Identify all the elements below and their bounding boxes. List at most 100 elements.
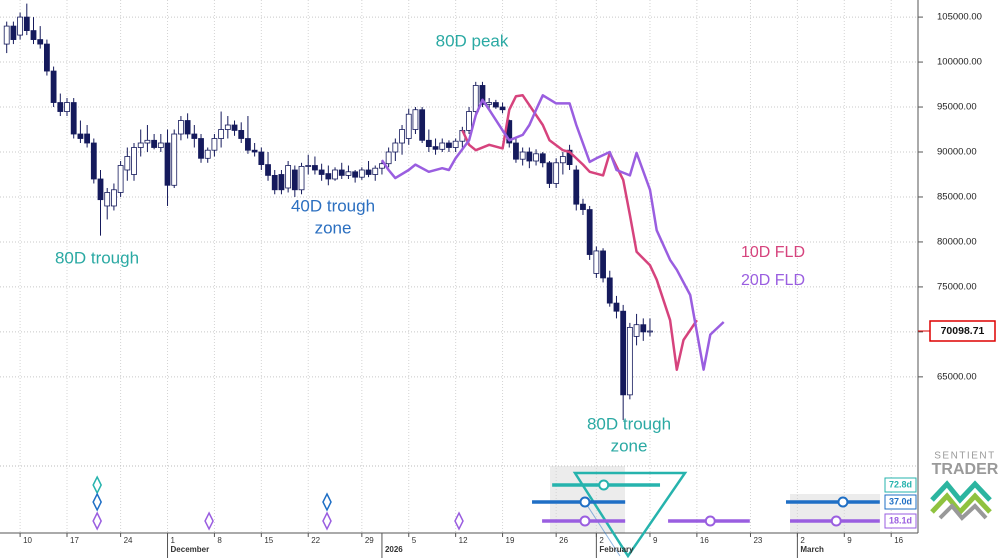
series-label: 10D FLD <box>741 244 805 261</box>
candle-body <box>131 147 137 175</box>
candle-body <box>640 324 647 333</box>
candle-body <box>633 324 640 337</box>
candle-body <box>553 162 560 184</box>
annotation: 80D trough <box>587 414 671 433</box>
candle-body <box>97 178 104 201</box>
period-label: March <box>800 545 824 554</box>
y-tick-label: 65000.00 <box>937 371 977 382</box>
candle-body <box>231 124 238 131</box>
candle-body <box>265 164 271 176</box>
candle-body <box>365 169 372 175</box>
annotation: 80D peak <box>436 31 509 50</box>
candle-body <box>425 139 432 148</box>
candle-body <box>77 133 84 139</box>
candle-body <box>218 129 225 139</box>
logo-zigzag <box>930 492 992 516</box>
projection-center <box>579 515 591 527</box>
candle-body <box>251 149 258 153</box>
candle-body <box>506 120 513 144</box>
candle-body <box>446 142 452 148</box>
candle-body <box>539 153 546 164</box>
candle-body <box>137 142 144 148</box>
x-tick-label: 17 <box>70 536 79 545</box>
candle-body <box>606 277 613 304</box>
x-tick-label: 1 <box>171 536 176 545</box>
candle-body <box>17 16 24 36</box>
candle-body <box>70 102 77 135</box>
logo-zigzag <box>930 480 992 504</box>
y-tick-label: 95000.00 <box>937 102 977 113</box>
x-tick-label: 16 <box>894 536 903 545</box>
candle-body <box>104 192 111 207</box>
x-tick-label: 2 <box>599 536 604 545</box>
brand-logo: SENTIENT TRADER <box>930 451 999 521</box>
candle-body <box>23 16 30 31</box>
candle-body <box>318 169 325 175</box>
x-tick-label: 8 <box>217 536 222 545</box>
x-tick-label: 5 <box>412 536 417 545</box>
candle-body <box>312 165 318 171</box>
candle-body <box>519 151 526 160</box>
candle-body <box>412 109 419 130</box>
candle-body <box>10 25 17 40</box>
x-tick-label: 12 <box>459 536 468 545</box>
x-tick-label: 2 <box>800 536 805 545</box>
brand-text: SENTIENT <box>934 451 995 462</box>
candle-body <box>291 169 298 191</box>
y-tick-label: 80000.00 <box>937 236 977 247</box>
candle-body <box>593 250 600 274</box>
annotation: 80D trough <box>55 248 139 267</box>
candle-body <box>298 165 305 191</box>
cycle-label: 72.8d <box>889 479 912 489</box>
candle-body <box>452 140 459 148</box>
y-tick-label: 75000.00 <box>937 281 977 292</box>
candle-body <box>439 142 446 150</box>
candle-body <box>44 43 50 72</box>
x-tick-label: 15 <box>264 536 273 545</box>
candle-body <box>332 169 338 180</box>
projection-center <box>704 515 716 527</box>
trough-triangle <box>584 501 621 557</box>
candle-body <box>432 146 439 150</box>
candle-body <box>647 330 653 333</box>
series-label: 20D FLD <box>741 272 805 289</box>
projection-center <box>579 496 591 508</box>
candle-body <box>278 174 285 191</box>
x-tick-label: 24 <box>124 536 133 545</box>
candle-body <box>573 169 580 205</box>
candle-body <box>526 151 533 162</box>
cycle-label-box <box>884 513 917 529</box>
grid <box>0 0 918 533</box>
candle-body <box>345 171 352 176</box>
x-tick-label: 26 <box>559 536 568 545</box>
cycle-label: 37.0d <box>889 496 912 506</box>
candle-body <box>3 25 10 45</box>
trough-triangle <box>572 471 688 558</box>
period-label: 2026 <box>385 545 403 554</box>
x-tick-label: 22 <box>311 536 320 545</box>
candle-body <box>492 102 499 108</box>
candle-body <box>84 133 91 144</box>
cycle-trough-diamond <box>322 492 332 512</box>
candle-body <box>285 165 292 189</box>
candle-body <box>171 133 178 186</box>
price-label: 70098.71 <box>941 325 985 337</box>
candle-body <box>245 138 251 151</box>
cycle-trough-diamond <box>92 492 102 512</box>
price-box <box>929 320 996 342</box>
x-tick-label: 16 <box>700 536 709 545</box>
candle-body <box>30 30 37 40</box>
cycle-trough-diamond <box>204 511 214 531</box>
candle-body <box>37 39 44 45</box>
projection-center <box>837 496 849 508</box>
candle-body <box>566 149 573 165</box>
annotation: zone <box>315 218 352 237</box>
candle-body <box>57 102 64 112</box>
candle-body <box>580 203 586 210</box>
candle-body <box>224 124 231 130</box>
cycle-label-box <box>884 494 917 510</box>
candle-body <box>559 156 566 164</box>
candle-body <box>198 138 204 159</box>
candle-body <box>164 142 171 186</box>
